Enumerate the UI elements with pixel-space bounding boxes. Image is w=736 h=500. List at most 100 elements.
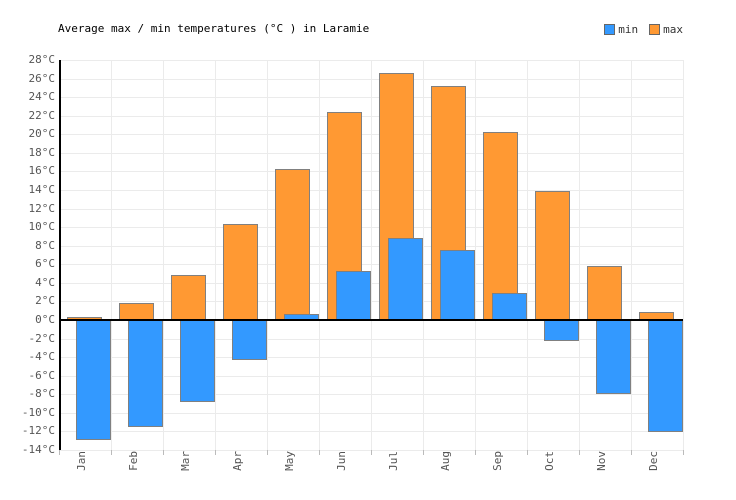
horizontal-gridline (59, 338, 683, 340)
legend-max-label: max (663, 23, 683, 36)
horizontal-gridline (59, 152, 683, 154)
vertical-gridline (267, 60, 268, 450)
zero-axis-line (59, 319, 683, 321)
horizontal-gridline (59, 190, 683, 191)
x-axis-label-dec: Dec (647, 451, 660, 471)
vertical-gridline (163, 60, 164, 450)
horizontal-gridline (59, 208, 683, 210)
x-axis-label-sep: Sep (491, 451, 504, 471)
bar-min-feb (128, 320, 163, 427)
y-axis-label: 22°C (28, 108, 56, 122)
horizontal-gridline (59, 431, 683, 433)
y-axis-label: 20°C (28, 127, 56, 141)
y-axis-label: 24°C (28, 90, 56, 104)
x-axis-label-aug: Aug (439, 451, 452, 471)
horizontal-gridline (59, 412, 683, 414)
x-axis-label-may: May (283, 451, 296, 471)
y-axis-label: 0°C (35, 313, 55, 326)
vertical-gridline (579, 60, 580, 450)
y-axis-label: -8°C (28, 387, 56, 401)
horizontal-gridline (59, 375, 683, 377)
bar-max-nov (587, 266, 622, 320)
horizontal-gridline (59, 357, 683, 359)
horizontal-gridline (59, 301, 683, 303)
bar-min-jul (388, 238, 423, 320)
x-axis-label-jan: Jan (75, 451, 88, 471)
vertical-gridline (527, 60, 528, 450)
x-axis-tick-mark (423, 450, 424, 455)
y-axis-label: 8°C (35, 238, 55, 252)
bar-max-feb (119, 303, 154, 320)
x-axis-tick-mark (527, 450, 528, 455)
bar-max-may (275, 168, 310, 320)
bar-min-jun (336, 270, 371, 320)
x-axis-tick-mark (371, 450, 372, 455)
y-axis-label: 14°C (28, 183, 56, 196)
horizontal-gridline (59, 115, 683, 117)
y-axis-line (59, 60, 61, 450)
bar-max-mar (171, 275, 206, 320)
bar-min-mar (180, 320, 215, 402)
bar-max-apr (223, 224, 258, 320)
x-axis-label-mar: Mar (179, 451, 192, 471)
x-axis-label-jun: Jun (335, 451, 348, 471)
x-axis-label-jul: Jul (387, 451, 400, 471)
vertical-gridline (215, 60, 216, 450)
vertical-gridline (111, 60, 112, 450)
bar-max-sep (483, 132, 518, 320)
horizontal-gridline (59, 171, 683, 173)
x-axis-tick-mark (683, 450, 684, 455)
x-axis-tick-mark (579, 450, 580, 455)
horizontal-gridline (59, 78, 683, 80)
horizontal-gridline (59, 60, 683, 61)
bar-min-oct (544, 320, 579, 342)
chart-title: Average max / min temperatures (°C ) in … (58, 22, 370, 35)
y-axis-label: 4°C (35, 275, 55, 289)
x-axis-tick-mark (163, 450, 164, 455)
y-axis-label: 2°C (35, 294, 55, 308)
y-axis-label: 18°C (28, 145, 56, 159)
bar-min-sep (492, 293, 527, 320)
bar-max-oct (535, 190, 570, 320)
y-axis-label: 10°C (28, 220, 56, 234)
y-axis-label: 16°C (28, 164, 56, 178)
x-axis-tick-mark (111, 450, 112, 455)
vertical-gridline (475, 60, 476, 450)
vertical-gridline (423, 60, 424, 450)
horizontal-gridline (59, 245, 683, 247)
y-axis-label: -4°C (28, 350, 56, 364)
x-axis-label-apr: Apr (231, 451, 244, 471)
legend-min-swatch (604, 24, 616, 35)
x-axis-tick-mark (319, 450, 320, 455)
y-axis-label: -14°C (21, 443, 55, 456)
horizontal-gridline (59, 282, 683, 284)
bar-min-nov (596, 320, 631, 395)
bar-min-jan (76, 320, 111, 440)
vertical-gridline (371, 60, 372, 450)
y-axis-label: -2°C (28, 331, 56, 345)
legend-min-label: min (618, 23, 639, 36)
bar-min-aug (440, 250, 475, 320)
horizontal-gridline (59, 394, 683, 396)
vertical-gridline (631, 60, 632, 450)
horizontal-gridline (59, 97, 683, 99)
y-axis-label: -6°C (28, 368, 56, 382)
x-axis-label-feb: Feb (127, 451, 140, 471)
y-axis-label: -12°C (21, 424, 55, 438)
chart-legend: min max (604, 24, 683, 35)
legend-max-swatch (649, 24, 661, 35)
y-axis-label: 12°C (28, 201, 56, 215)
bar-min-apr (232, 320, 267, 360)
vertical-gridline (319, 60, 320, 450)
x-axis-tick-mark (59, 450, 60, 455)
horizontal-gridline (59, 264, 683, 266)
y-axis-label: 26°C (28, 71, 56, 85)
x-axis-label-nov: Nov (595, 451, 608, 471)
x-axis-label-oct: Oct (543, 451, 556, 471)
horizontal-gridline (59, 227, 683, 229)
x-axis-tick-mark (475, 450, 476, 455)
x-axis-tick-mark (215, 450, 216, 455)
bar-min-dec (648, 320, 683, 433)
vertical-gridline (683, 60, 684, 450)
